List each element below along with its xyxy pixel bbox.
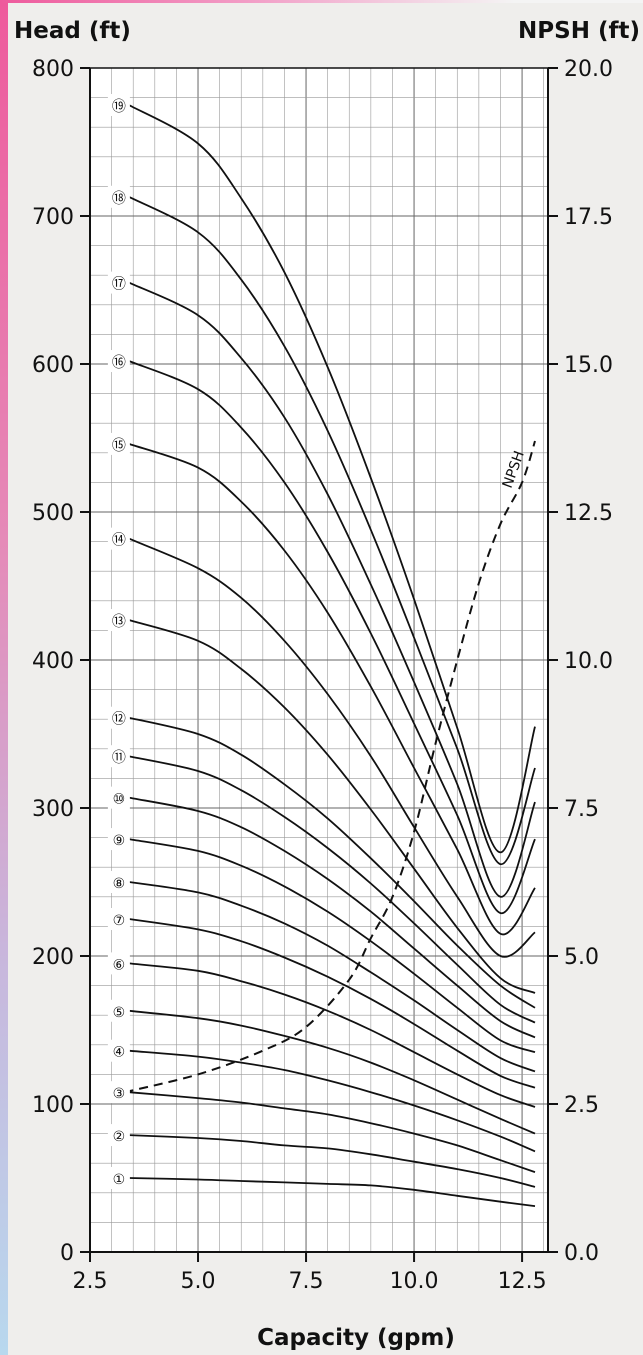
curve-label-bg	[107, 871, 130, 893]
x-tick-label: 5.0	[181, 1269, 216, 1294]
head-curve-3	[128, 1091, 536, 1173]
curve-label-2: ②	[113, 1129, 126, 1145]
y-tick-label: 100	[32, 1093, 74, 1118]
curve-label-8: ⑧	[113, 876, 126, 892]
head-curve-19	[128, 104, 536, 854]
curve-label-13: ⑬	[112, 614, 126, 630]
curve-label-16: ⑯	[112, 355, 126, 371]
head-curve-4	[128, 1049, 536, 1153]
y-tick-label: 600	[32, 353, 74, 378]
curve-label-bg	[107, 350, 130, 373]
curve-label-3: ③	[113, 1086, 126, 1102]
x-tick-label: 7.5	[289, 1269, 324, 1294]
y2-axis-title: NPSH (ft)	[518, 18, 640, 44]
curve-label-bg	[107, 745, 130, 768]
curve-label-17: ⑰	[112, 277, 126, 293]
head-curve-2	[128, 1134, 536, 1188]
y2-tick-label: 20.0	[564, 57, 613, 82]
curve-label-bg	[107, 271, 130, 294]
curve-label-bg	[107, 432, 130, 455]
head-curves	[128, 104, 536, 1207]
head-curve-11	[128, 755, 536, 1024]
curve-label-5: ⑤	[113, 1005, 126, 1021]
curve-label-15: ⑮	[112, 438, 126, 454]
head-curve-6	[128, 962, 536, 1108]
y-tick-label: 500	[32, 501, 74, 526]
curve-label-bg	[107, 185, 130, 208]
head-curve-16	[128, 360, 536, 914]
curve-label-bg	[107, 706, 130, 729]
y2-tick-label: 5.0	[564, 945, 599, 970]
y-tick-label: 200	[32, 945, 74, 970]
curve-label-bg	[107, 609, 130, 632]
curve-label-bg	[107, 527, 130, 550]
axes: 0 100 200 300 400 500 600 700 800 0.0 2.5 5.0 7.5 10.…	[32, 57, 613, 1294]
y-tick-label: 400	[32, 649, 74, 674]
curve-label-bg	[107, 786, 130, 809]
y-tick-label: 700	[32, 205, 74, 230]
y2-tick-label: 2.5	[564, 1093, 599, 1118]
y2-tick-label: 15.0	[564, 353, 613, 378]
grid	[90, 68, 548, 1252]
curve-label-bg	[107, 952, 130, 975]
curve-label-bg	[107, 828, 130, 851]
curve-label-11: ⑪	[112, 750, 126, 766]
curve-label-bg	[107, 908, 130, 930]
head-curve-9	[128, 838, 536, 1054]
curve-label-19: ⑲	[112, 99, 126, 115]
curve-label-bg	[107, 94, 130, 116]
curve-label-6: ⑥	[113, 957, 126, 973]
head-curve-13	[128, 619, 536, 994]
x-tick-label: 10.0	[390, 1269, 439, 1294]
curve-label-10: ⑩	[113, 792, 126, 808]
curve-label-7: ⑦	[113, 913, 126, 929]
head-curve-1	[128, 1177, 536, 1207]
curve-label-9: ⑨	[113, 833, 126, 849]
curve-labels: ① ② ③ ④ ⑤ ⑥ ⑦ ⑧ ⑨ ⑩ ⑪ ⑫ ⑬ ⑭ ⑮ ⑯ ⑰ ⑱ ⑲	[107, 94, 130, 1189]
head-curve-8	[128, 881, 536, 1073]
curve-label-12: ⑫	[112, 712, 126, 728]
y-tick-label: 800	[32, 57, 74, 82]
head-curve-17	[128, 281, 536, 898]
head-curve-14	[128, 537, 536, 958]
npsh-line	[124, 440, 536, 1094]
left-edge-decoration	[0, 0, 8, 1355]
y2-tick-label: 0.0	[564, 1241, 599, 1266]
head-curve-10	[128, 796, 536, 1039]
curve-label-18: ⑱	[112, 191, 126, 207]
x-axis-title: Capacity (gpm)	[257, 1325, 455, 1351]
top-edge-decoration	[0, 0, 643, 3]
curve-label-14: ⑭	[112, 533, 126, 549]
curve-label-bg	[107, 1081, 130, 1104]
y-tick-label: 300	[32, 797, 74, 822]
head-curve-18	[128, 195, 536, 866]
y2-tick-label: 10.0	[564, 649, 613, 674]
curve-label-bg	[107, 999, 130, 1022]
y-tick-label: 0	[60, 1241, 74, 1266]
x-tick-label: 12.5	[498, 1269, 547, 1294]
curve-label-4: ④	[113, 1045, 126, 1061]
curve-label-bg	[107, 1039, 130, 1062]
x-tick-label: 2.5	[73, 1269, 108, 1294]
y2-tick-label: 12.5	[564, 501, 613, 526]
head-curve-7	[128, 918, 536, 1089]
head-curve-5	[128, 1009, 536, 1135]
y2-tick-label: 17.5	[564, 205, 613, 230]
head-curve-15	[128, 443, 536, 936]
curve-label-1: ①	[113, 1172, 126, 1188]
curve-label-bg	[107, 1124, 130, 1147]
curve-label-bg	[107, 1167, 130, 1189]
head-curve-12	[128, 716, 536, 1009]
y2-tick-label: 7.5	[564, 797, 599, 822]
y-axis-title: Head (ft)	[14, 18, 131, 44]
